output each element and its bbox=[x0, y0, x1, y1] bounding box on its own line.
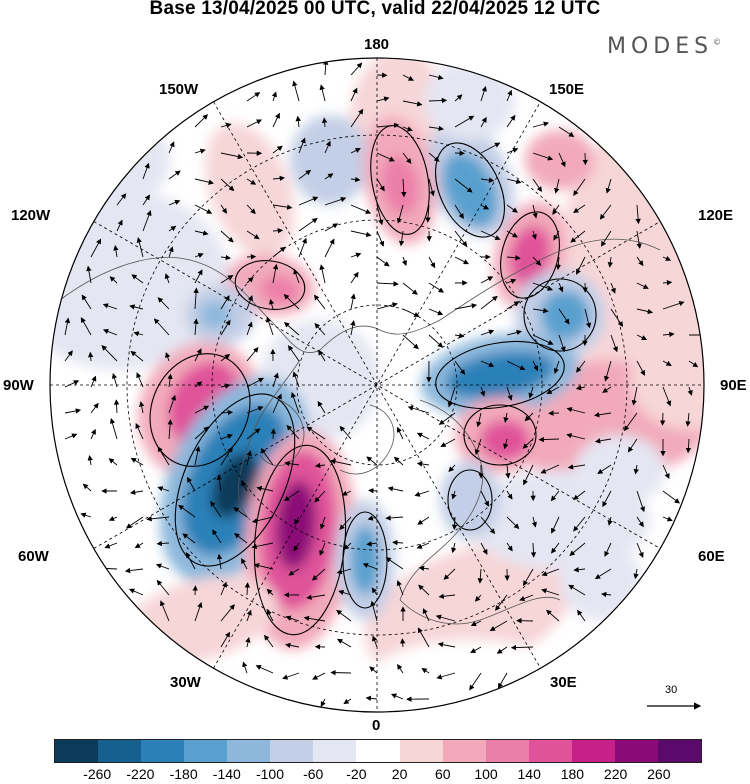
anomaly-region bbox=[370, 640, 570, 720]
lon-label-60w: 60W bbox=[18, 548, 49, 565]
anomaly-region bbox=[90, 120, 170, 200]
colorbar-tick-label: -20 bbox=[346, 766, 366, 782]
lon-label-120w: 120W bbox=[11, 207, 50, 224]
colorbar-swatch bbox=[443, 740, 486, 762]
wind-vector bbox=[331, 673, 351, 674]
wind-vector bbox=[663, 413, 664, 425]
colorbar-tick-label: 220 bbox=[604, 766, 627, 782]
anomaly-region bbox=[199, 301, 231, 329]
colorbar-swatch bbox=[400, 740, 443, 762]
brand-logo: MODES© bbox=[607, 34, 721, 59]
lon-label-120e: 120E bbox=[698, 207, 733, 224]
lon-label-30w: 30W bbox=[170, 674, 201, 691]
colorbar-tick-label: 180 bbox=[561, 766, 584, 782]
lon-label-90e: 90E bbox=[720, 377, 747, 394]
colorbar-swatch bbox=[529, 740, 572, 762]
colorbar-swatch bbox=[356, 740, 399, 762]
colorbar-tick-label: -220 bbox=[126, 766, 154, 782]
colorbar-swatch bbox=[615, 740, 658, 762]
colorbar-tick-label: 260 bbox=[647, 766, 670, 782]
anomaly-region bbox=[540, 290, 590, 340]
anomaly-region bbox=[290, 115, 370, 205]
colorbar-tick-label: 140 bbox=[518, 766, 541, 782]
colorbar-swatch bbox=[227, 740, 270, 762]
lon-label-90w: 90W bbox=[3, 377, 34, 394]
lon-label-60e: 60E bbox=[698, 548, 725, 565]
colorbar-tick-label: -140 bbox=[213, 766, 241, 782]
colorbar-tick-label: 100 bbox=[474, 766, 497, 782]
colorbar-tick-label: -100 bbox=[256, 766, 284, 782]
colorbar-tick-label: -260 bbox=[83, 766, 111, 782]
colorbar-swatch bbox=[184, 740, 227, 762]
lon-label-30e: 30E bbox=[550, 674, 577, 691]
colorbar-swatch bbox=[270, 740, 313, 762]
colorbar-swatch bbox=[98, 740, 141, 762]
wind-vector bbox=[273, 429, 274, 439]
colorbar-swatch bbox=[313, 740, 356, 762]
colorbar-tick-label: 60 bbox=[435, 766, 451, 782]
map-title: Base 13/04/2025 00 UTC, valid 22/04/2025… bbox=[0, 0, 750, 20]
anomaly-region bbox=[350, 525, 380, 595]
brand-name: MODES bbox=[607, 34, 713, 59]
lon-label-150w: 150W bbox=[159, 81, 198, 98]
anomaly-region bbox=[525, 130, 595, 190]
colorbar-tick-label: -60 bbox=[303, 766, 323, 782]
colorbar-tick-label: -180 bbox=[170, 766, 198, 782]
anomaly-region bbox=[575, 435, 665, 505]
colorbar bbox=[54, 739, 702, 763]
brand-mark: © bbox=[713, 38, 721, 47]
lon-label-0: 0 bbox=[372, 717, 380, 734]
colorbar-swatch bbox=[658, 740, 701, 762]
colorbar-swatch bbox=[55, 740, 98, 762]
anomaly-region bbox=[480, 420, 530, 460]
reference-vector-label: 30 bbox=[665, 684, 677, 696]
anomaly-region bbox=[560, 540, 640, 620]
colorbar-tick-label: 20 bbox=[392, 766, 408, 782]
colorbar-swatch bbox=[486, 740, 529, 762]
wind-vector bbox=[247, 583, 248, 595]
anomaly-region bbox=[440, 460, 500, 540]
lon-label-180: 180 bbox=[364, 36, 389, 53]
colorbar-swatch bbox=[141, 740, 184, 762]
colorbar-labels: -260 -220 -180 -140 -100 -60 -20 20 60 100 140 180 2… bbox=[54, 766, 702, 784]
colorbar-swatch bbox=[572, 740, 615, 762]
lon-label-150e: 150E bbox=[549, 81, 584, 98]
